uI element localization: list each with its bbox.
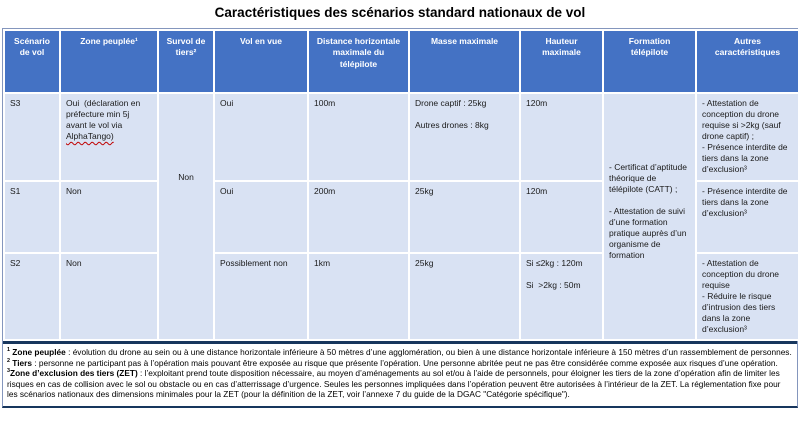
- cell-s1-scenario: S1: [3, 180, 61, 254]
- characteristics-table: Scénario de vol Zone peuplée¹ Survol de …: [3, 29, 800, 342]
- footnotes-section: 1 Zone peuplée : évolution du drone au s…: [3, 341, 797, 406]
- header-vol-en-vue: Vol en vue: [213, 29, 309, 94]
- cell-s3-autres: - Attestation de conception du drone req…: [695, 92, 800, 182]
- cell-s2-scenario: S2: [3, 251, 61, 342]
- scenarios-table-container: Scénario de vol Zone peuplée¹ Survol de …: [2, 28, 800, 408]
- table-row-s3: S3 Oui (déclaration en préfecture min 5j…: [3, 91, 800, 342]
- footnote-zet: 3Zone d’exclusion des tiers (ZET) : l’ex…: [7, 368, 793, 400]
- cell-s2-autres: - Attestation de conception du drone req…: [695, 251, 800, 342]
- zone-peuplee-text: Oui (déclaration en préfecture min 5j av…: [66, 98, 143, 131]
- page-title: Caractéristiques des scénarios standard …: [214, 5, 586, 20]
- header-masse-maximale: Masse maximale: [408, 29, 521, 94]
- header-hauteur-maximale: Hauteur maximale: [519, 29, 604, 94]
- header-formation-telepilote: Formation télépilote: [602, 29, 697, 94]
- cell-s2-vol-en-vue: Possiblement non: [213, 251, 309, 342]
- table-header-row: Scénario de vol Zone peuplée¹ Survol de …: [3, 29, 800, 94]
- header-zone-peuplee: Zone peuplée¹: [59, 29, 159, 94]
- cell-s2-hauteur: Si ≤2kg : 120m Si >2kg : 50m: [519, 251, 604, 342]
- footnote-tiers: 2 Tiers : personne ne participant pas à …: [7, 358, 793, 369]
- cell-s2-distance: 1km: [307, 251, 410, 342]
- footnote-term: Tiers: [10, 357, 32, 368]
- cell-s1-autres: - Présence interdite de tiers dans la zo…: [695, 180, 800, 254]
- header-autres-caracteristiques: Autres caractéristiques: [695, 29, 800, 94]
- footnote-term: Zone d’exclusion des tiers (ZET): [10, 368, 138, 379]
- cell-s3-zone-peuplee: Oui (déclaration en préfecture min 5j av…: [59, 92, 159, 182]
- footnote-text: : évolution du drone au sein ou à une di…: [65, 347, 792, 358]
- header-distance-horizontale: Distance horizontale maximale du télépil…: [307, 29, 410, 94]
- footnote-text: : personne ne participant pas à l’opérat…: [32, 357, 778, 368]
- header-survol-de-tiers: Survol de tiers²: [157, 29, 215, 94]
- cell-s3-hauteur: 120m: [519, 92, 604, 182]
- table-row-s2: S2 Non Possiblement non 1km 25kg Si ≤2kg…: [3, 251, 800, 342]
- cell-s2-zone-peuplee: Non: [59, 251, 159, 342]
- alphatango-text: AlphaTango): [66, 131, 114, 142]
- header-scenario-de-vol: Scénario de vol: [3, 29, 61, 94]
- footnote-term: Zone peuplée: [10, 347, 66, 358]
- cell-s1-zone-peuplee: Non: [59, 180, 159, 254]
- cell-s2-masse: 25kg: [408, 251, 521, 342]
- cell-s3-vol-en-vue: Oui: [213, 92, 309, 182]
- cell-merged-formation: - Certificat d’aptitude théorique de tél…: [602, 91, 697, 342]
- footnote-text: : l’exploitant prend toute disposition n…: [7, 368, 781, 400]
- cell-s1-vol-en-vue: Oui: [213, 180, 309, 254]
- cell-s3-masse: Drone captif : 25kg Autres drones : 8kg: [408, 92, 521, 182]
- cell-s1-hauteur: 120m: [519, 180, 604, 254]
- cell-s1-distance: 200m: [307, 180, 410, 254]
- cell-s3-distance: 100m: [307, 92, 410, 182]
- footnote-superscript: 1: [7, 347, 10, 354]
- footnote-zone-peuplee: 1 Zone peuplée : évolution du drone au s…: [7, 347, 793, 358]
- table-row-s1: S1 Non Oui 200m 25kg 120m - Présence int…: [3, 180, 800, 254]
- footnote-superscript: 3: [7, 368, 10, 375]
- cell-s3-scenario: S3: [3, 92, 61, 182]
- cell-merged-survol-tiers: Non: [157, 91, 215, 342]
- cell-s1-masse: 25kg: [408, 180, 521, 254]
- footnote-superscript: 2: [7, 358, 10, 365]
